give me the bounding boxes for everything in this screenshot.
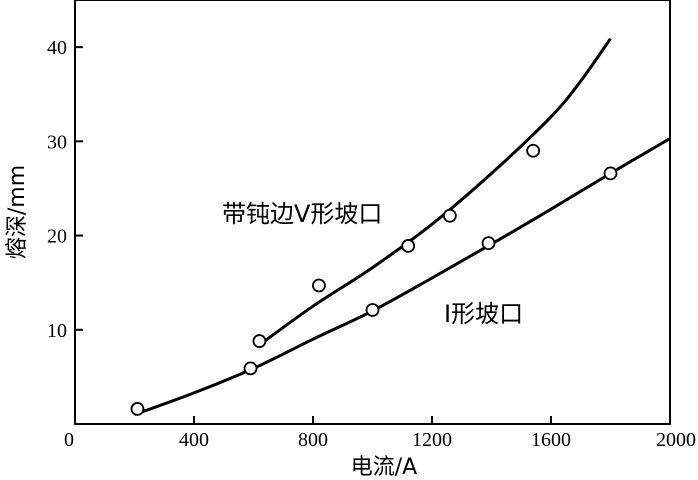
- y-tick-label: 20: [47, 226, 67, 248]
- data-point-series-1: [603, 166, 618, 181]
- series-label-v-groove: 带钝边V形坡口: [222, 200, 382, 228]
- data-point-series-0: [526, 143, 541, 158]
- data-point-series-1: [130, 402, 145, 416]
- x-tick-label: 1600: [531, 429, 571, 451]
- fit-curves: [133, 37, 671, 417]
- data-point-series-1: [481, 236, 496, 250]
- x-tick-label: 0: [64, 429, 74, 451]
- data-point-series-1: [365, 303, 380, 317]
- data-point-series-1: [243, 361, 258, 376]
- data-point-series-0: [401, 239, 416, 253]
- data-points: [130, 143, 618, 416]
- data-point-series-0: [312, 278, 326, 293]
- series-label-i-groove: I形坡口: [444, 300, 523, 328]
- x-tick-label: 2000: [656, 429, 696, 451]
- x-axis-ticks: 0 400 800 1200 1600 2000: [64, 416, 696, 451]
- fit-curve-series-1: [133, 137, 671, 417]
- x-tick-label: 1200: [412, 429, 452, 451]
- y-tick-label: 40: [47, 37, 67, 59]
- y-axis-title: 熔深/mm: [5, 165, 30, 259]
- y-tick-label: 10: [47, 320, 67, 342]
- x-axis-title: 电流/A: [351, 455, 417, 480]
- y-axis-ticks: 10 20 30 40: [47, 37, 83, 342]
- fit-curve-series-0: [258, 37, 612, 347]
- data-point-series-0: [442, 208, 457, 223]
- y-tick-label: 30: [47, 131, 67, 153]
- data-point-series-0: [252, 334, 267, 348]
- plot-frame: [74, 0, 671, 425]
- x-tick-label: 800: [298, 429, 328, 451]
- x-tick-label: 400: [179, 429, 209, 451]
